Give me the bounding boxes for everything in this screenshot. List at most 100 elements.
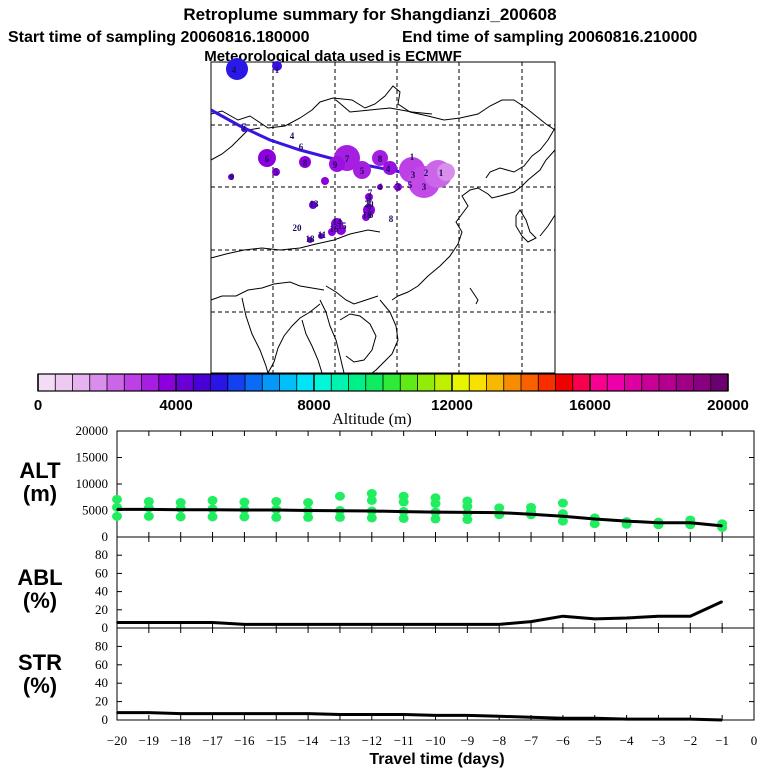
- trajectory-day-label: 15: [338, 221, 348, 231]
- colorbar-cell: [676, 374, 694, 391]
- altitude-cluster-marker: [303, 498, 314, 508]
- trajectory-day-label: 13: [310, 199, 320, 209]
- colorbar-cell: [107, 374, 125, 391]
- plume-bubble: [328, 228, 336, 236]
- alt-data-point: [402, 510, 405, 513]
- colorbar-cell: [72, 374, 91, 391]
- colorbar-cell: [279, 374, 298, 391]
- str-data-point: [466, 714, 469, 717]
- x-tick-label: −10: [425, 733, 445, 748]
- abl-data-point: [148, 621, 150, 624]
- altitude-cluster-marker: [398, 491, 409, 501]
- str-data-point: [116, 711, 118, 714]
- alt-panel-label: ALT (m): [19, 458, 61, 506]
- altitude-cluster-marker: [175, 498, 186, 508]
- alt-data-point: [625, 520, 628, 522]
- altitude-cluster-marker: [175, 512, 186, 522]
- colorbar-cell: [55, 374, 73, 391]
- colorbar-cell: [641, 374, 660, 391]
- altitude-cluster-marker: [303, 512, 314, 522]
- plume-bubble: [394, 183, 402, 191]
- x-tick-label: −20: [107, 733, 127, 748]
- plume-bubble: [329, 156, 345, 172]
- x-axis-title: Travel time (days): [369, 751, 504, 768]
- colorbar-cell: [693, 374, 712, 391]
- plume-bubble: [336, 225, 346, 235]
- colorbar-cell: [624, 374, 643, 391]
- colorbar-tick-label: 20000: [707, 397, 749, 414]
- x-tick-label: 0: [751, 733, 758, 748]
- y-tick-label: 20: [95, 694, 108, 709]
- abl-data-point: [275, 623, 278, 626]
- str-data-point: [625, 718, 628, 720]
- trajectory-day-label: 1: [410, 152, 415, 162]
- trajectory-day-label: 2: [424, 168, 429, 178]
- y-tick-label: 0: [102, 620, 109, 635]
- y-tick-label: 15000: [76, 450, 109, 465]
- alt-data-point: [243, 509, 246, 511]
- alt-data-point: [498, 511, 501, 514]
- colorbar-cell: [434, 374, 453, 391]
- trajectory-day-label: 4: [290, 131, 295, 141]
- trajectory-day-label: 16: [330, 224, 340, 234]
- alt-data-point: [466, 511, 469, 514]
- plume-bubble: [258, 149, 276, 167]
- altitude-cluster-marker: [207, 495, 218, 505]
- colorbar-tick-label: 0: [34, 397, 42, 414]
- str-data-point: [434, 714, 437, 717]
- colorbar-cell: [659, 374, 677, 391]
- colorbar-cell: [176, 374, 194, 391]
- trajectory-day-label: 9: [333, 160, 338, 170]
- x-tick-label: −13: [330, 733, 350, 748]
- abl-data-point: [721, 600, 723, 603]
- abl-data-point: [179, 621, 182, 624]
- str-data-point: [498, 715, 501, 718]
- colorbar-cell: [538, 374, 556, 391]
- altitude-cluster-marker: [462, 515, 473, 525]
- x-tick-label: −16: [234, 733, 255, 748]
- y-tick-label: 0: [102, 529, 109, 544]
- y-tick-label: 40: [95, 675, 108, 690]
- trajectory-day-label: 20: [365, 199, 375, 209]
- alt-mean-line: [117, 507, 723, 528]
- y-tick-label: 40: [95, 584, 108, 599]
- colorbar-cell: [89, 374, 108, 391]
- trajectory-day-label: 8: [378, 154, 383, 164]
- x-tick-label: −11: [394, 733, 414, 748]
- alt-data-point: [657, 521, 660, 524]
- colorbar-cell: [555, 374, 574, 391]
- altitude-cluster-marker: [271, 512, 282, 522]
- str-data-point: [689, 718, 692, 720]
- altitude-cluster-marker: [430, 514, 441, 524]
- colorbar-tick-label: 12000: [431, 397, 473, 414]
- trajectory-day-label: 4: [378, 182, 383, 192]
- str-data-point: [530, 716, 532, 719]
- altitude-cluster-marker: [494, 503, 505, 513]
- plume-bubble: [362, 213, 370, 221]
- alt-data-point: [434, 511, 437, 513]
- colorbar-cell: [400, 374, 418, 391]
- abl-mean-line: [117, 600, 723, 626]
- colorbar-title: Altitude (m): [332, 411, 412, 428]
- trajectory-day-label: 6: [299, 142, 304, 152]
- trajectory-day-label: 6: [265, 154, 270, 164]
- plume-bubble: [383, 161, 397, 175]
- colorbar-cell: [141, 374, 160, 391]
- plume-bubble: [353, 161, 371, 179]
- colorbar-cell: [417, 374, 436, 391]
- alt-label-line2: (m): [23, 481, 57, 506]
- abl-data-point: [593, 618, 596, 620]
- alt-data-point: [339, 509, 341, 512]
- alt-data-point: [275, 509, 278, 511]
- plume-bubble: [228, 174, 234, 180]
- str-data-point: [339, 713, 341, 716]
- plume-bubble: [226, 58, 248, 80]
- trajectory-day-label: 9: [230, 172, 235, 182]
- x-tick-label: −9: [460, 733, 474, 748]
- altitude-cluster-marker: [239, 512, 250, 522]
- y-tick-label: 80: [95, 638, 108, 653]
- str-data-point: [562, 717, 564, 719]
- x-tick-label: −2: [683, 733, 697, 748]
